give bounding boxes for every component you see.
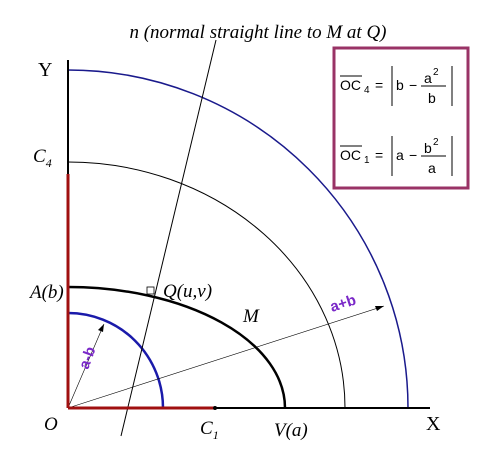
radius-label: a-b	[76, 344, 100, 371]
point-label: C4	[33, 146, 52, 170]
formula-op: −	[409, 147, 417, 163]
point-label: Q(u,v)	[163, 281, 212, 302]
outer-circle	[67, 69, 409, 409]
formula-num: b	[424, 140, 432, 156]
label-sub: 1	[213, 428, 219, 442]
label-sub: 4	[46, 156, 52, 170]
formula-exp: 2	[433, 137, 439, 148]
formula-den: b	[428, 90, 436, 106]
point-label: O	[44, 414, 58, 435]
formula-sub: 4	[364, 85, 370, 96]
formula-lhs: OC	[340, 147, 361, 163]
label-part: C	[200, 418, 213, 439]
radius-inner	[67, 323, 105, 409]
formula-term: a	[396, 147, 404, 163]
curve-label: M	[242, 306, 260, 327]
point-label: C1	[200, 418, 219, 442]
point-label: A(b)	[28, 282, 64, 303]
ellipse-m	[67, 285, 287, 409]
label-part: C	[33, 146, 46, 167]
middle-arc	[67, 161, 346, 409]
formula-eq: =	[375, 77, 383, 93]
arrow-head	[98, 324, 104, 332]
point-c1	[213, 406, 217, 410]
point-label: V(a)	[274, 420, 308, 441]
title: n (normal straight line to M at Q)	[129, 22, 386, 43]
radius-label: a+b	[328, 292, 358, 316]
formula-op: −	[409, 77, 417, 93]
formula-sub: 1	[364, 155, 370, 166]
formula-eq: =	[375, 147, 383, 163]
normal-line	[120, 39, 217, 437]
arrow-head	[375, 306, 384, 311]
formula-box	[332, 46, 470, 190]
formula-den: a	[428, 160, 436, 176]
radius-outer	[67, 305, 385, 409]
axis-label: Y	[38, 59, 52, 81]
formula-term: b	[396, 77, 404, 93]
formula-lhs: OC	[340, 77, 361, 93]
inner-circle	[67, 311, 165, 409]
right-angle	[146, 286, 155, 295]
formula-exp: 2	[433, 67, 439, 78]
axis-label: X	[426, 413, 441, 435]
formula-num: a	[424, 70, 432, 86]
